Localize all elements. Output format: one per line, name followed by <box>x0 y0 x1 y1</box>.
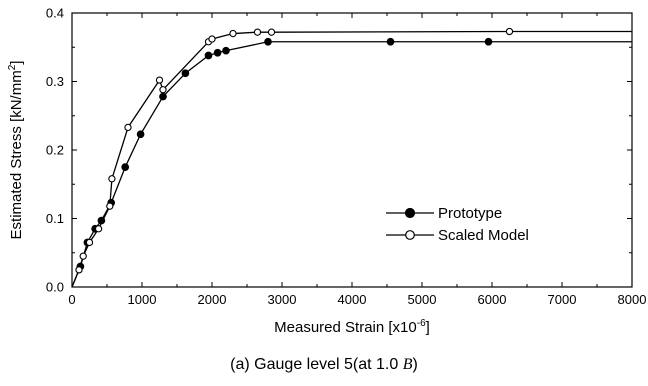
scaled-model-point <box>94 225 103 233</box>
x-tick-label: 8000 <box>618 292 647 307</box>
ticks-layer: 0 1000 2000 3000 4000 5000 6000 7000 8000 0.0 0.1 0… <box>46 6 647 308</box>
prototype-point <box>213 48 222 57</box>
y-tick-label: 0.4 <box>46 6 64 21</box>
prototype-point <box>159 92 167 101</box>
x-tick-label: 1000 <box>128 292 157 307</box>
x-tick-label: 2000 <box>198 292 227 307</box>
x-tick-label: 3000 <box>268 292 297 307</box>
x-tick-label: 5000 <box>408 292 437 307</box>
caption-symbol: B <box>402 356 413 373</box>
y-axis-title: Estimated Stress [kN/mm2] <box>7 61 25 240</box>
legend-marker-scaled-model <box>405 230 415 240</box>
scaled-model-point <box>106 202 114 210</box>
scaled-model-point <box>229 29 237 38</box>
plot-frame <box>71 12 633 288</box>
prototype-point <box>222 46 230 55</box>
y-tick-label: 0.0 <box>46 280 64 295</box>
y-tick-label: 0.1 <box>46 211 64 226</box>
series-layer <box>71 27 632 288</box>
prototype-point <box>136 130 145 139</box>
legend-label-scaled-model: Scaled Model <box>438 227 529 244</box>
prototype-line <box>71 41 632 288</box>
x-tick-label: 6000 <box>478 292 507 307</box>
prototype-point <box>181 69 190 78</box>
y-tick-label: 0.3 <box>46 74 64 89</box>
figure-caption: (a) Gauge level 5(at 1.0 B) <box>0 356 648 374</box>
prototype-point <box>204 51 213 60</box>
x-tick-label: 4000 <box>338 292 367 307</box>
y-tick-label: 0.2 <box>46 143 64 158</box>
legend: Prototype Scaled Model <box>386 205 529 244</box>
scaled-model-point <box>85 238 94 247</box>
scaled-model-point <box>159 86 167 94</box>
prototype-point <box>484 37 493 46</box>
scaled-model-point <box>505 27 514 36</box>
prototype-point <box>264 37 272 46</box>
scaled-model-point <box>75 266 83 274</box>
prototype-point <box>386 37 395 46</box>
caption-suffix: ) <box>412 356 418 373</box>
x-tick-label: 0 <box>68 292 75 307</box>
prototype-point <box>121 163 130 171</box>
scaled-model-point <box>79 252 87 260</box>
legend-label-prototype: Prototype <box>438 205 502 222</box>
scaled-model-point <box>124 123 132 132</box>
scaled-model-point <box>155 76 164 84</box>
scaled-model-point <box>253 28 262 36</box>
x-tick-label: 7000 <box>548 292 577 307</box>
scaled-model-point <box>208 35 216 43</box>
scaled-model-point <box>267 28 276 36</box>
scaled-model-line <box>71 30 632 288</box>
x-axis-title: Measured Strain [x10-6] <box>274 318 430 336</box>
caption-prefix: (a) Gauge level 5(at 1.0 <box>230 356 403 373</box>
legend-marker-prototype <box>404 207 416 219</box>
scaled-model-point <box>108 175 116 183</box>
